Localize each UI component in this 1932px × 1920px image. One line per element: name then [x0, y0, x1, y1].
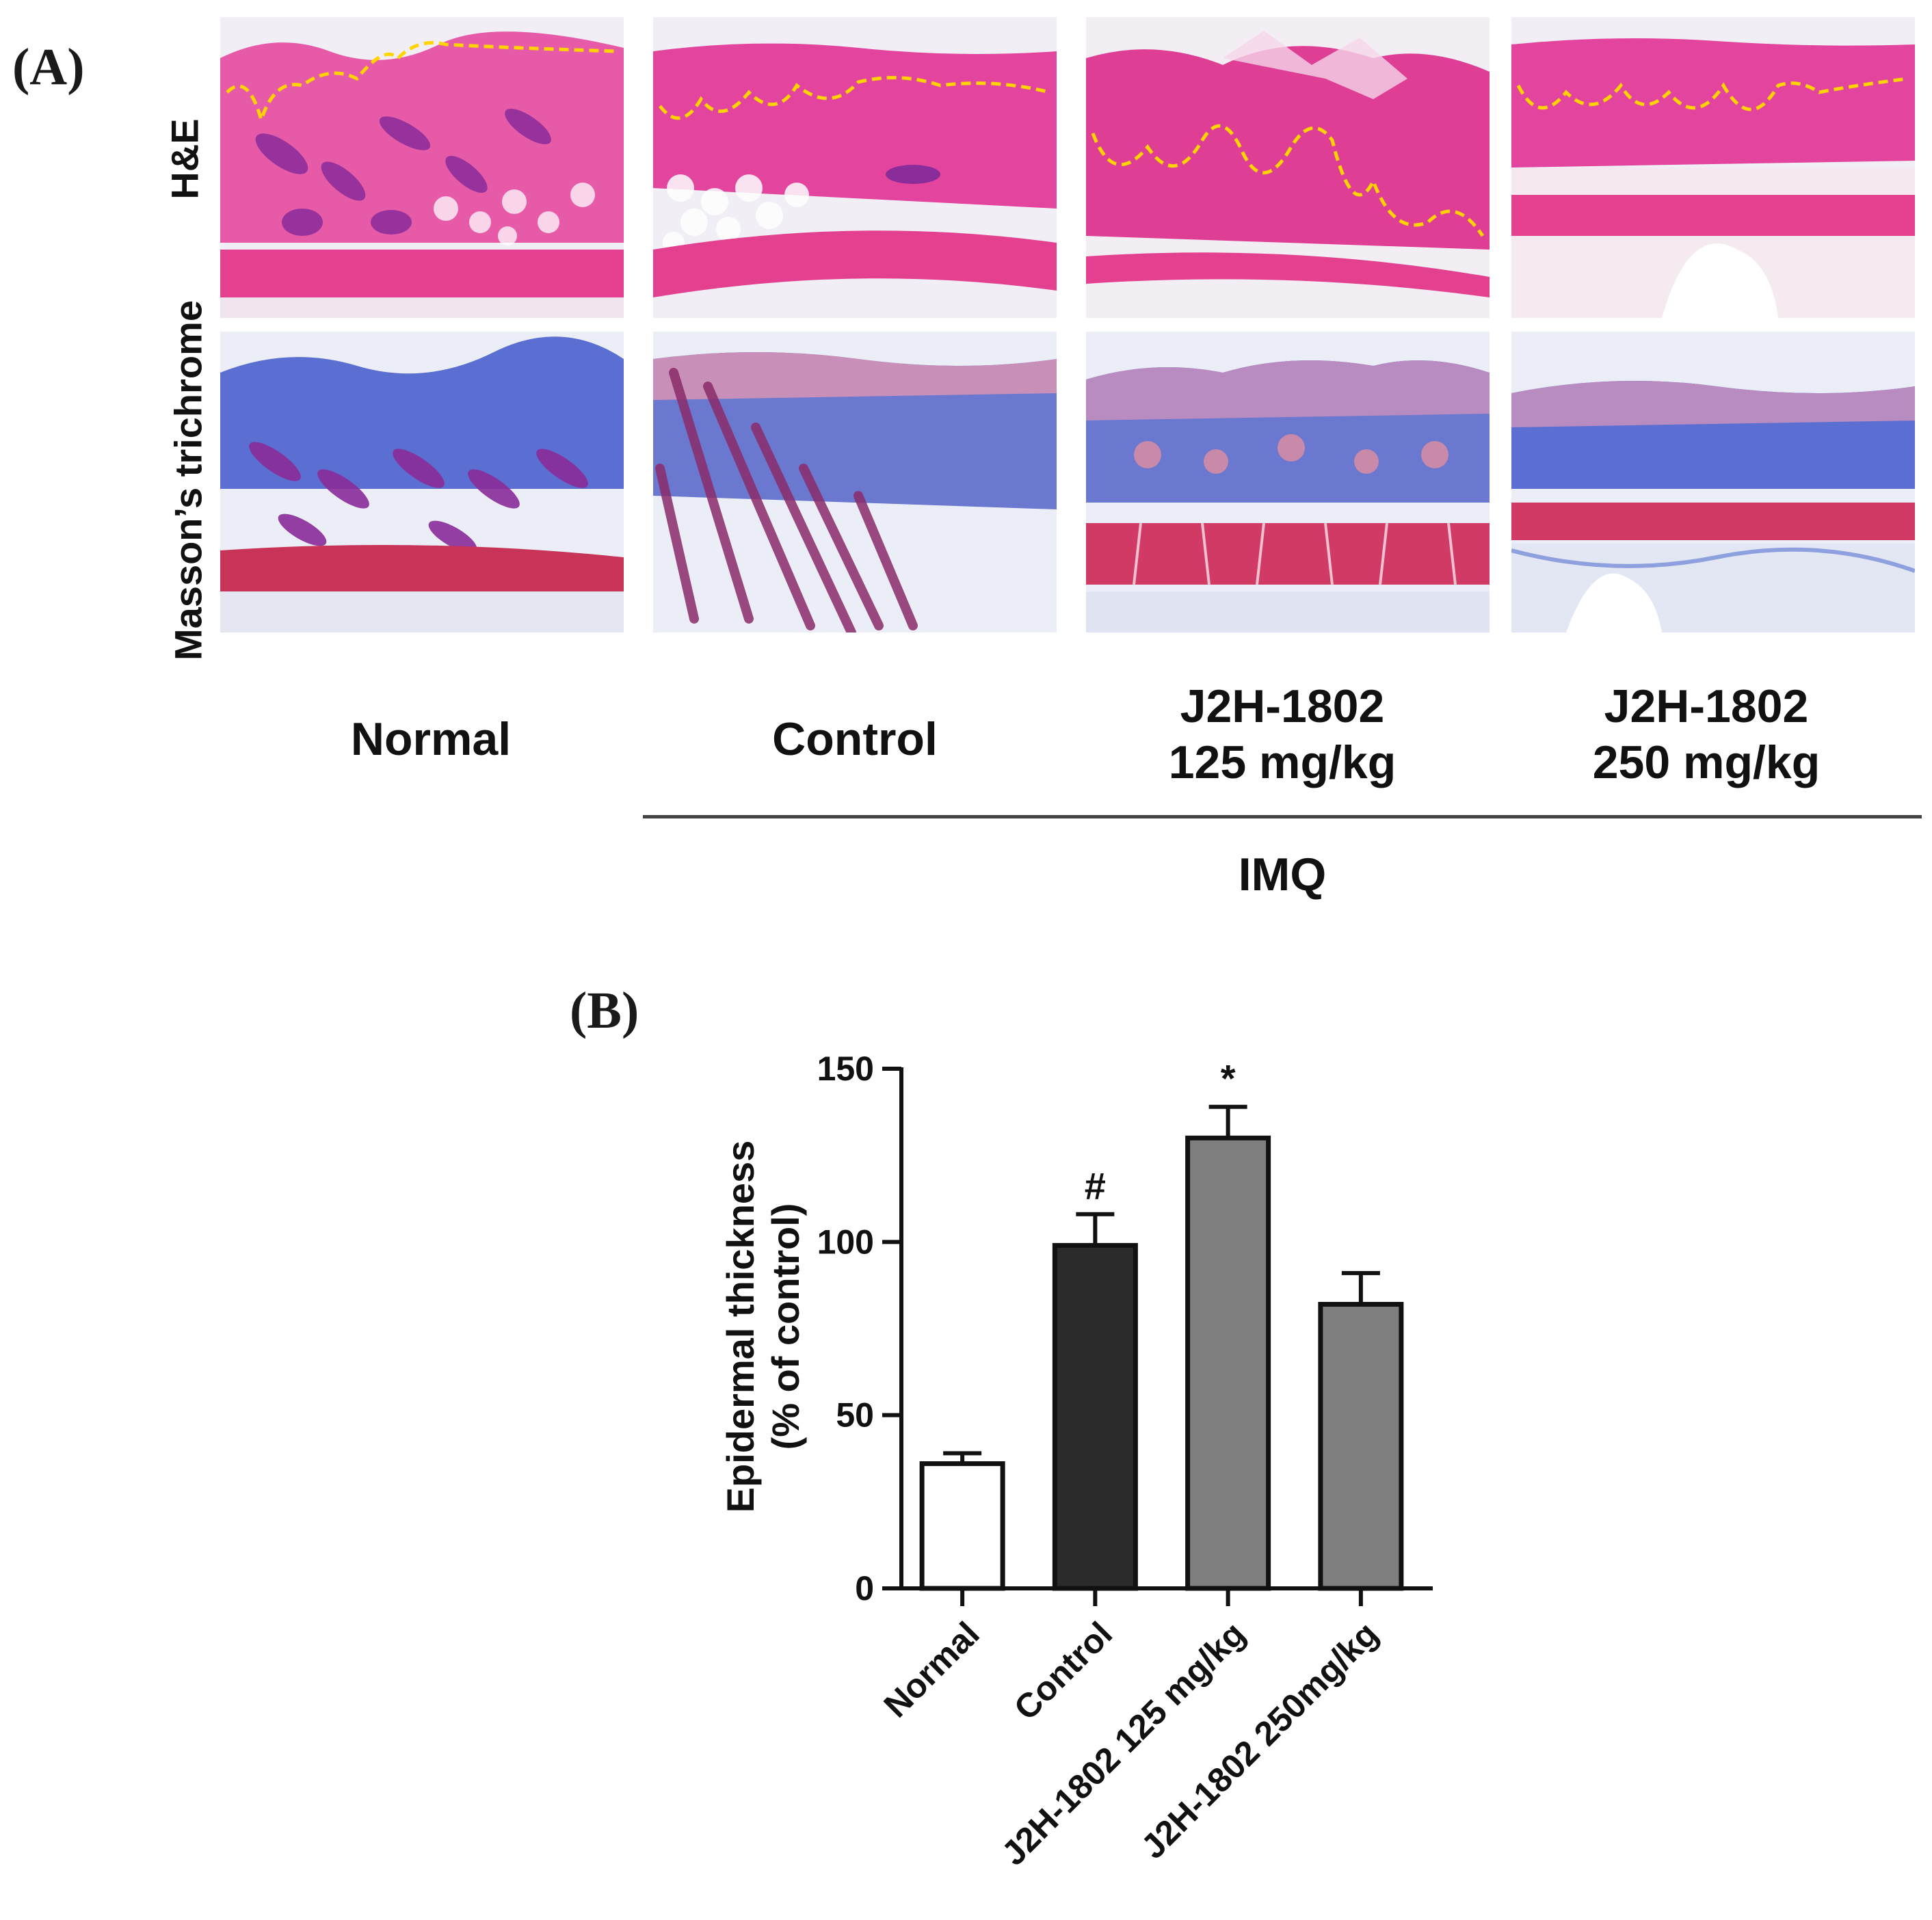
y-tick-label: 50 [836, 1396, 874, 1435]
micrograph-he-125 [1086, 17, 1490, 318]
group-label-control: Control [772, 713, 938, 765]
bar [919, 1461, 1005, 1591]
x-tick-label: J2H-1802 125 mg/kg [994, 1614, 1253, 1873]
micrograph-he-control [653, 17, 1057, 318]
y-axis-title-line: Epidermal thickness [719, 1141, 762, 1513]
y-axis-title-line: (% of control) [764, 1203, 807, 1450]
y-tick-label: 100 [817, 1223, 874, 1261]
micrograph-masson-125 [1086, 332, 1490, 632]
x-tick-label: J2H-1802 250mg/kg [1134, 1614, 1386, 1866]
chart-bars: #* [919, 1057, 1404, 1591]
group-label-j2h-125: J2H-1802 125 mg/kg [1168, 680, 1397, 788]
micrograph-he-250 [1511, 17, 1915, 318]
panel-a-label: (A) [12, 38, 85, 96]
micrograph-masson-normal [220, 332, 624, 632]
significance-marker: * [1221, 1057, 1236, 1100]
x-tick-label: Control [1007, 1614, 1120, 1727]
panel-b-label: (B) [570, 982, 639, 1039]
bar [1318, 1302, 1404, 1591]
micrograph-masson-control [653, 332, 1057, 632]
group-label-normal: Normal [350, 713, 512, 765]
y-axis-label: Epidermal thickness(% of control) [719, 1141, 807, 1513]
y-axis-title: Epidermal thickness(% of control) [719, 1141, 807, 1513]
significance-marker: # [1085, 1164, 1106, 1208]
bar [1052, 1242, 1138, 1591]
micrograph-masson-250 [1511, 332, 1915, 632]
imq-bracket-line [643, 815, 1922, 818]
group-label-j2h-250: J2H-1802 250 mg/kg [1592, 680, 1821, 788]
x-tick-label: Normal [876, 1614, 986, 1724]
imq-label: IMQ [1238, 849, 1327, 901]
micrograph-he-normal [220, 17, 624, 318]
y-tick-label: 0 [855, 1569, 874, 1608]
y-tick-label: 150 [817, 1050, 874, 1088]
bar [1185, 1135, 1271, 1591]
